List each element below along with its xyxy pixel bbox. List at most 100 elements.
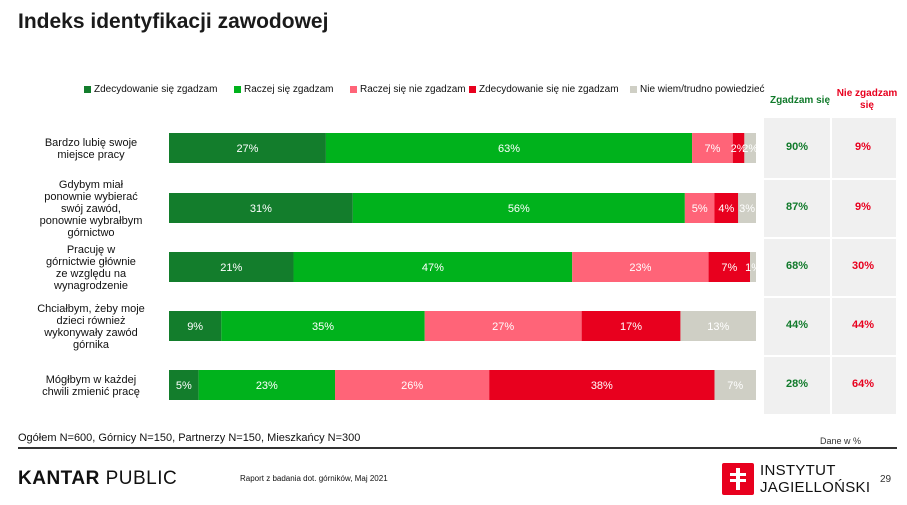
bar-segment xyxy=(169,370,199,400)
bar-segment xyxy=(581,311,681,341)
footer-divider xyxy=(18,447,897,449)
legend-item-5: Nie wiem/trudno powiedzieć xyxy=(630,84,765,95)
bar-segment xyxy=(744,133,756,163)
category-label: Bardzo lubię swoje miejsce pracy xyxy=(45,137,137,161)
legend-label: Zdecydowanie się zgadzam xyxy=(94,84,218,95)
cross-icon xyxy=(730,468,746,490)
data-label: 47% xyxy=(422,262,444,274)
bar-segment xyxy=(708,252,751,282)
legend-label: Raczej się zgadzam xyxy=(244,84,334,95)
bar-segment xyxy=(293,252,573,282)
data-label: 2% xyxy=(742,143,758,155)
data-label: 26% xyxy=(401,380,423,392)
page-title: Indeks identyfikacji zawodowej xyxy=(18,10,329,33)
summary-agree-value: 68% xyxy=(785,260,809,272)
bar-segment xyxy=(732,133,745,163)
legend-swatch xyxy=(350,86,357,93)
data-label: 38% xyxy=(591,380,613,392)
legend-label: Nie wiem/trudno powiedzieć xyxy=(640,84,765,95)
summary-column-divider xyxy=(830,118,832,414)
summary-agree-header: Zgadzam się xyxy=(769,95,831,106)
bar-segment xyxy=(750,252,756,282)
bar-segment xyxy=(714,370,756,400)
bar-segment xyxy=(684,193,715,223)
data-label: 21% xyxy=(220,262,242,274)
kantar-public-logo: KANTAR PUBLIC xyxy=(18,468,177,490)
category-label: Gdybym miał ponownie wybierać swój zawód, p… xyxy=(40,179,143,239)
summary-agree-value: 28% xyxy=(785,378,809,390)
summary-disagree-value: 64% xyxy=(851,378,875,390)
data-label: 13% xyxy=(707,321,729,333)
stacked-bar-chart: Bardzo lubię swoje miejsce pracy 27% 63% 7% 2… xyxy=(37,133,761,400)
data-label: 56% xyxy=(508,203,530,215)
data-label: 9% xyxy=(187,321,203,333)
brand-rest: PUBLIC xyxy=(99,468,178,489)
legend-swatch xyxy=(234,86,241,93)
chart-legend: Zdecydowanie się zgadzam Raczej się zgadz… xyxy=(84,84,765,98)
data-label: 2% xyxy=(731,143,747,155)
data-label: 3% xyxy=(739,203,755,215)
legend-item-3: Raczej się nie zgadzam xyxy=(350,84,466,95)
bar-segment xyxy=(169,133,326,163)
report-name: Raport z badania dot. górników, Maj 2021 xyxy=(240,474,388,483)
data-label: 7% xyxy=(727,380,743,392)
data-label: 27% xyxy=(492,321,514,333)
brand-bold: KANTAR xyxy=(18,468,100,489)
category-label: Mógłbym w każdej chwili zmienić pracę xyxy=(42,374,140,398)
legend-item-2: Raczej się zgadzam xyxy=(234,84,333,95)
data-label: 23% xyxy=(256,380,278,392)
summary-row-divider xyxy=(764,296,896,298)
bar-segment xyxy=(221,311,425,341)
data-label: 5% xyxy=(692,203,708,215)
unit-note: Dane w % xyxy=(820,436,862,446)
institute-name-line2: JAGIELLOŃSKI xyxy=(760,479,871,496)
bar-segment xyxy=(169,252,294,282)
bar-segment xyxy=(489,370,715,400)
bar-segment xyxy=(714,193,739,223)
summary-panel: 90% 9% 87% 9% 68% 30% 44% 44% 28% 64% xyxy=(764,118,896,414)
data-label: 35% xyxy=(312,321,334,333)
data-label: 7% xyxy=(704,143,720,155)
data-label: 23% xyxy=(629,262,651,274)
legend-swatch xyxy=(84,86,91,93)
bar-segment xyxy=(325,133,693,163)
summary-row-divider xyxy=(764,355,896,357)
data-label: 17% xyxy=(620,321,642,333)
summary-disagree-header: Nie zgadzam się xyxy=(836,88,898,111)
summary-agree-value: 87% xyxy=(785,201,809,213)
legend-item-4: Zdecydowanie się nie zgadzam xyxy=(469,84,619,95)
summary-disagree-value: 9% xyxy=(855,141,871,153)
legend-label: Raczej się nie zgadzam xyxy=(360,84,466,95)
summary-row-divider xyxy=(764,178,896,180)
institute-name: INSTYTUT JAGIELLOŃSKI xyxy=(760,462,870,496)
bar-segment xyxy=(169,193,353,223)
bar-segment xyxy=(692,133,733,163)
category-label: Chciałbym, żeby moje dzieci również wykony… xyxy=(37,303,145,351)
data-label: 63% xyxy=(498,143,520,155)
data-label: 27% xyxy=(236,143,258,155)
legend-swatch xyxy=(469,86,476,93)
summary-disagree-value: 9% xyxy=(855,201,871,213)
data-label: 31% xyxy=(250,203,272,215)
summary-disagree-value: 44% xyxy=(851,319,875,331)
bar-segment xyxy=(352,193,685,223)
bar-segment xyxy=(169,311,222,341)
bar-segment xyxy=(572,252,709,282)
bar-segment xyxy=(738,193,756,223)
instytut-jagiellonski-logo-icon xyxy=(722,463,754,495)
data-label: 4% xyxy=(718,203,734,215)
sample-note: Ogółem N=600, Górnicy N=150, Partnerzy N… xyxy=(18,432,361,444)
bar-segment xyxy=(680,311,756,341)
institute-name-line1: INSTYTUT xyxy=(760,462,836,479)
category-label: Pracuję w górnictwie głównie ze względu na… xyxy=(46,244,136,292)
bar-segment xyxy=(335,370,490,400)
bar-segment xyxy=(424,311,582,341)
summary-row-divider xyxy=(764,237,896,239)
page-number: 29 xyxy=(880,474,892,485)
data-label: 1% xyxy=(745,262,761,274)
legend-item-1: Zdecydowanie się zgadzam xyxy=(84,84,217,95)
legend-swatch xyxy=(630,86,637,93)
summary-agree-value: 44% xyxy=(785,319,809,331)
bar-segment xyxy=(198,370,336,400)
data-label: 7% xyxy=(721,262,737,274)
